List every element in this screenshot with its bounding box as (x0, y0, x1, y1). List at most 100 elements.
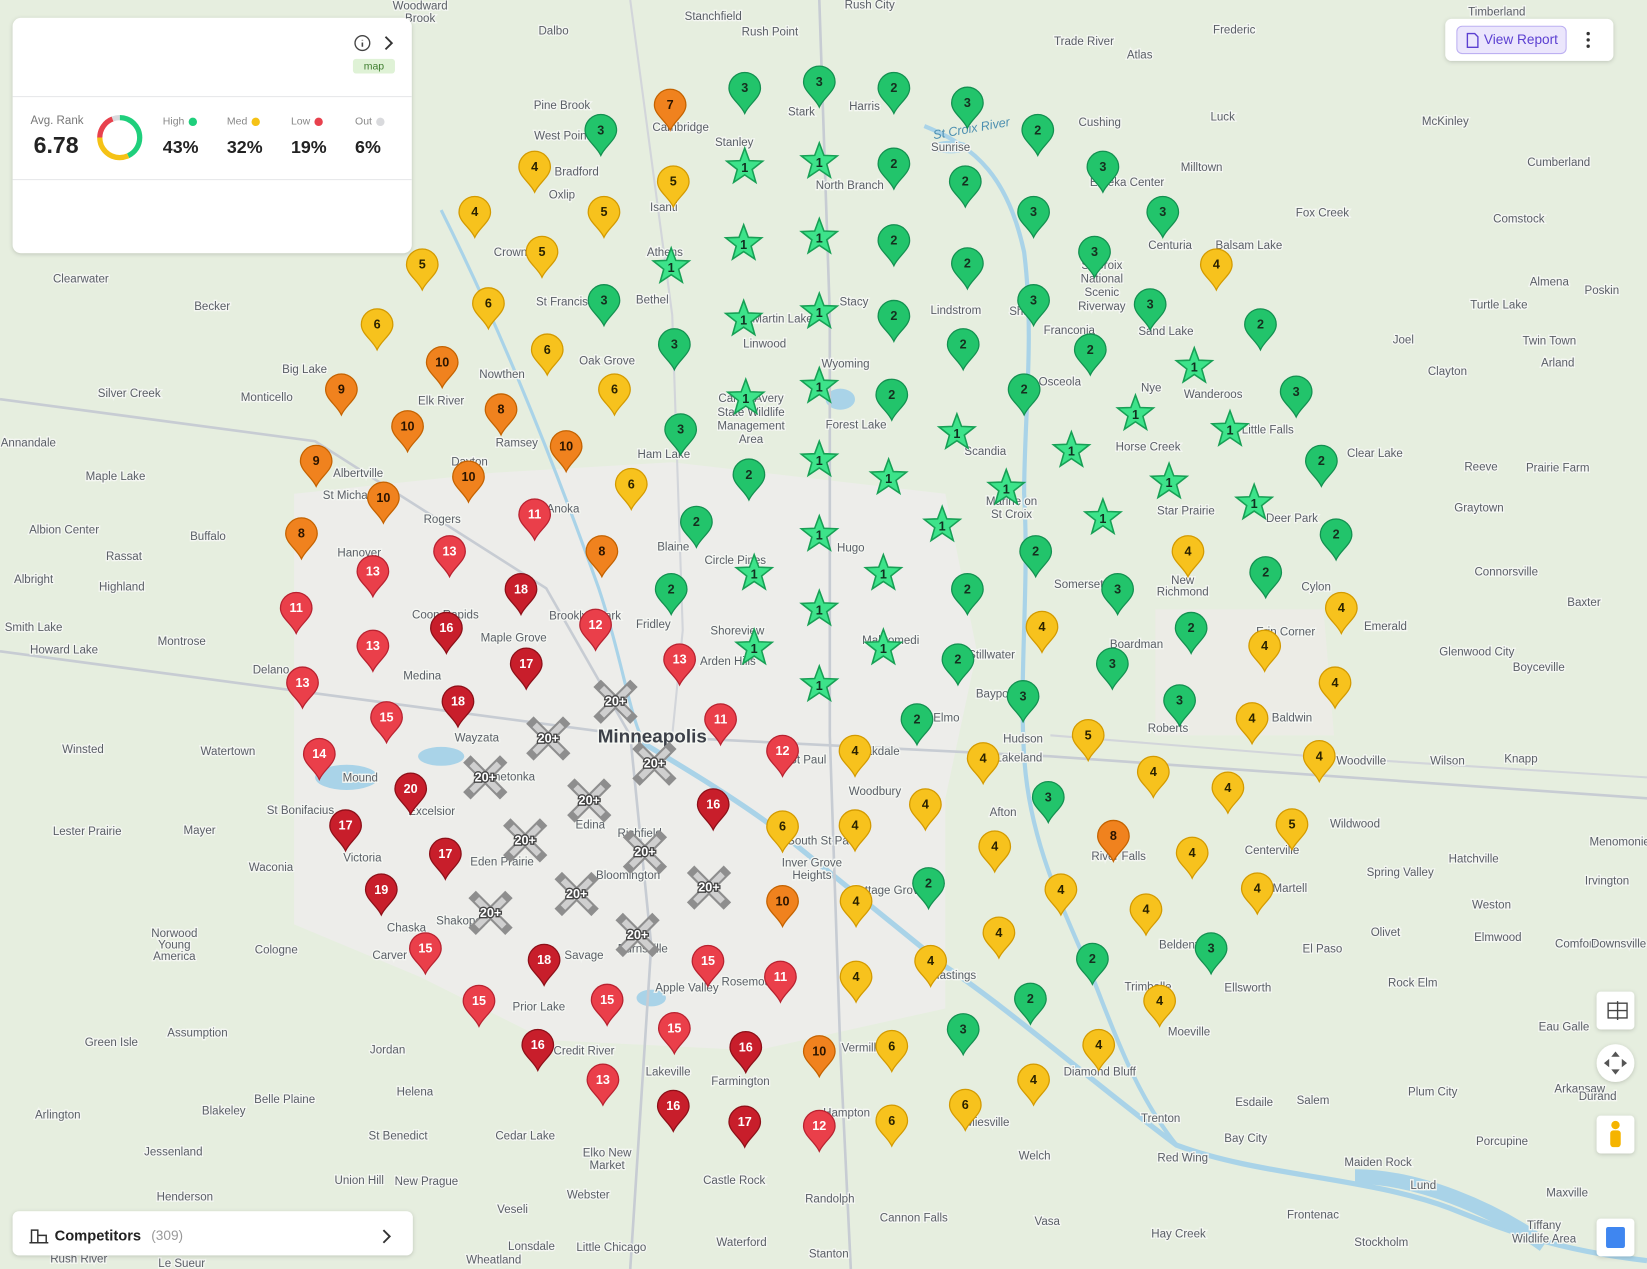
donut-segment (97, 115, 143, 161)
rank-label: 15 (667, 1021, 681, 1035)
place-label: Wyoming (822, 359, 870, 371)
donut-segment (97, 115, 143, 161)
rank-label: 6 (888, 1039, 895, 1053)
stat-dot (376, 117, 385, 127)
top-rank-star (734, 626, 775, 666)
place-label: Reeve (1464, 462, 1497, 474)
rank-pin (764, 960, 797, 1004)
rank-label: 2 (1257, 318, 1264, 332)
rank-label: 4 (1038, 620, 1045, 634)
rank-label: 2 (745, 468, 752, 482)
place-label: Little Chicago (576, 1242, 646, 1254)
rank-label: 4 (1254, 882, 1261, 896)
rank-pin (1235, 702, 1269, 746)
place-label: El Paso (1303, 944, 1343, 956)
place-label: America (153, 951, 196, 963)
stat-label: High (163, 116, 185, 128)
place-label: Prairie Farm (1526, 463, 1590, 475)
menu-dot[interactable] (1586, 31, 1590, 36)
city-label: Minneapolis (598, 726, 707, 747)
rank-pin (356, 555, 390, 599)
place-label: Luck (1210, 112, 1235, 124)
place-label: Blaine (657, 541, 689, 553)
rank-label: 4 (1249, 712, 1256, 726)
rank-pin (875, 1029, 909, 1074)
place-label: Henderson (157, 1192, 213, 1204)
place-label: Stillwater (968, 650, 1015, 662)
top-rank-star (734, 552, 775, 591)
place-label: Jessenland (144, 1146, 202, 1158)
place-label: Baldwin (1272, 713, 1312, 725)
place-label: Rush River (50, 1254, 107, 1266)
rank-label: 1 (751, 642, 758, 656)
rank-pin (877, 71, 911, 116)
rank-pin (521, 1028, 555, 1073)
place-label: Arlington (35, 1110, 81, 1122)
rank-label: 2 (668, 582, 675, 596)
place-label: Sunrise (931, 142, 970, 154)
rank-label: 11 (528, 508, 541, 522)
rank-label: 10 (435, 355, 449, 369)
menu-dot[interactable] (1586, 38, 1590, 42)
rank-label: 9 (313, 454, 320, 468)
place-label: Wheatland (466, 1255, 521, 1267)
place-label: Bradford (555, 166, 599, 178)
rank-label: 4 (1189, 846, 1196, 860)
rank-label: 2 (1032, 545, 1039, 559)
competitors-bar[interactable]: Competitors (309) (12, 1211, 413, 1256)
place-label: Knapp (1504, 754, 1537, 766)
place-label: Lund (1410, 1180, 1436, 1192)
competitors-label[interactable]: Competitors (55, 1228, 141, 1244)
stat-label: Med (227, 116, 248, 128)
donut (97, 115, 143, 161)
place-label: Athens (647, 247, 683, 259)
rank-label: 3 (1147, 298, 1154, 312)
place-label: Wildwood (1330, 819, 1380, 831)
rank-label: 3 (964, 96, 971, 110)
expand-chevron[interactable] (384, 36, 394, 51)
competitors-chevron[interactable] (382, 1229, 392, 1244)
unranked-marker-inner (599, 685, 632, 718)
place-label: Wayzata (455, 733, 500, 745)
place-label: Chaska (387, 923, 427, 935)
map-controls (1596, 991, 1635, 1257)
pan-control[interactable] (1596, 1044, 1635, 1083)
place-label: Plum City (1408, 1087, 1458, 1099)
rank-label: 20+ (475, 770, 496, 784)
place-label: Milltown (1181, 162, 1223, 174)
place-label: Nye (1141, 383, 1162, 395)
place-label: Monticello (241, 392, 293, 404)
place-label: Elmwood (1474, 932, 1521, 944)
rank-label: 13 (296, 676, 310, 690)
place-label: North Branch (816, 180, 884, 192)
menu-dot[interactable] (1586, 44, 1590, 48)
place-label: McKinley (1422, 116, 1469, 128)
rank-label: 18 (514, 582, 528, 596)
rank-pin (1136, 755, 1170, 799)
rank-label: 3 (1159, 205, 1166, 219)
rank-label: 15 (418, 942, 432, 956)
place-label: Watertown (201, 746, 256, 758)
view-report-label[interactable]: View Report (1484, 32, 1558, 47)
rank-pin (1199, 248, 1233, 292)
top-rank-star (799, 290, 840, 330)
rank-label: 20+ (515, 833, 536, 847)
place-label: Belle Plaine (254, 1094, 315, 1106)
rank-label: 5 (670, 175, 677, 189)
rank-pin (472, 287, 505, 331)
rank-pin (704, 703, 737, 747)
rank-pin (370, 701, 403, 745)
rank-pin (951, 86, 984, 130)
place-label: Glenwood City (1439, 646, 1514, 658)
view-report-button[interactable] (1456, 25, 1567, 55)
info-icon[interactable] (354, 35, 371, 52)
rank-pin (728, 71, 762, 116)
rank-label: 4 (852, 819, 859, 833)
rank-pin (324, 373, 358, 417)
rank-label: 18 (537, 953, 551, 967)
unranked-marker-inner (469, 761, 502, 794)
rank-label: 1 (1166, 476, 1173, 490)
